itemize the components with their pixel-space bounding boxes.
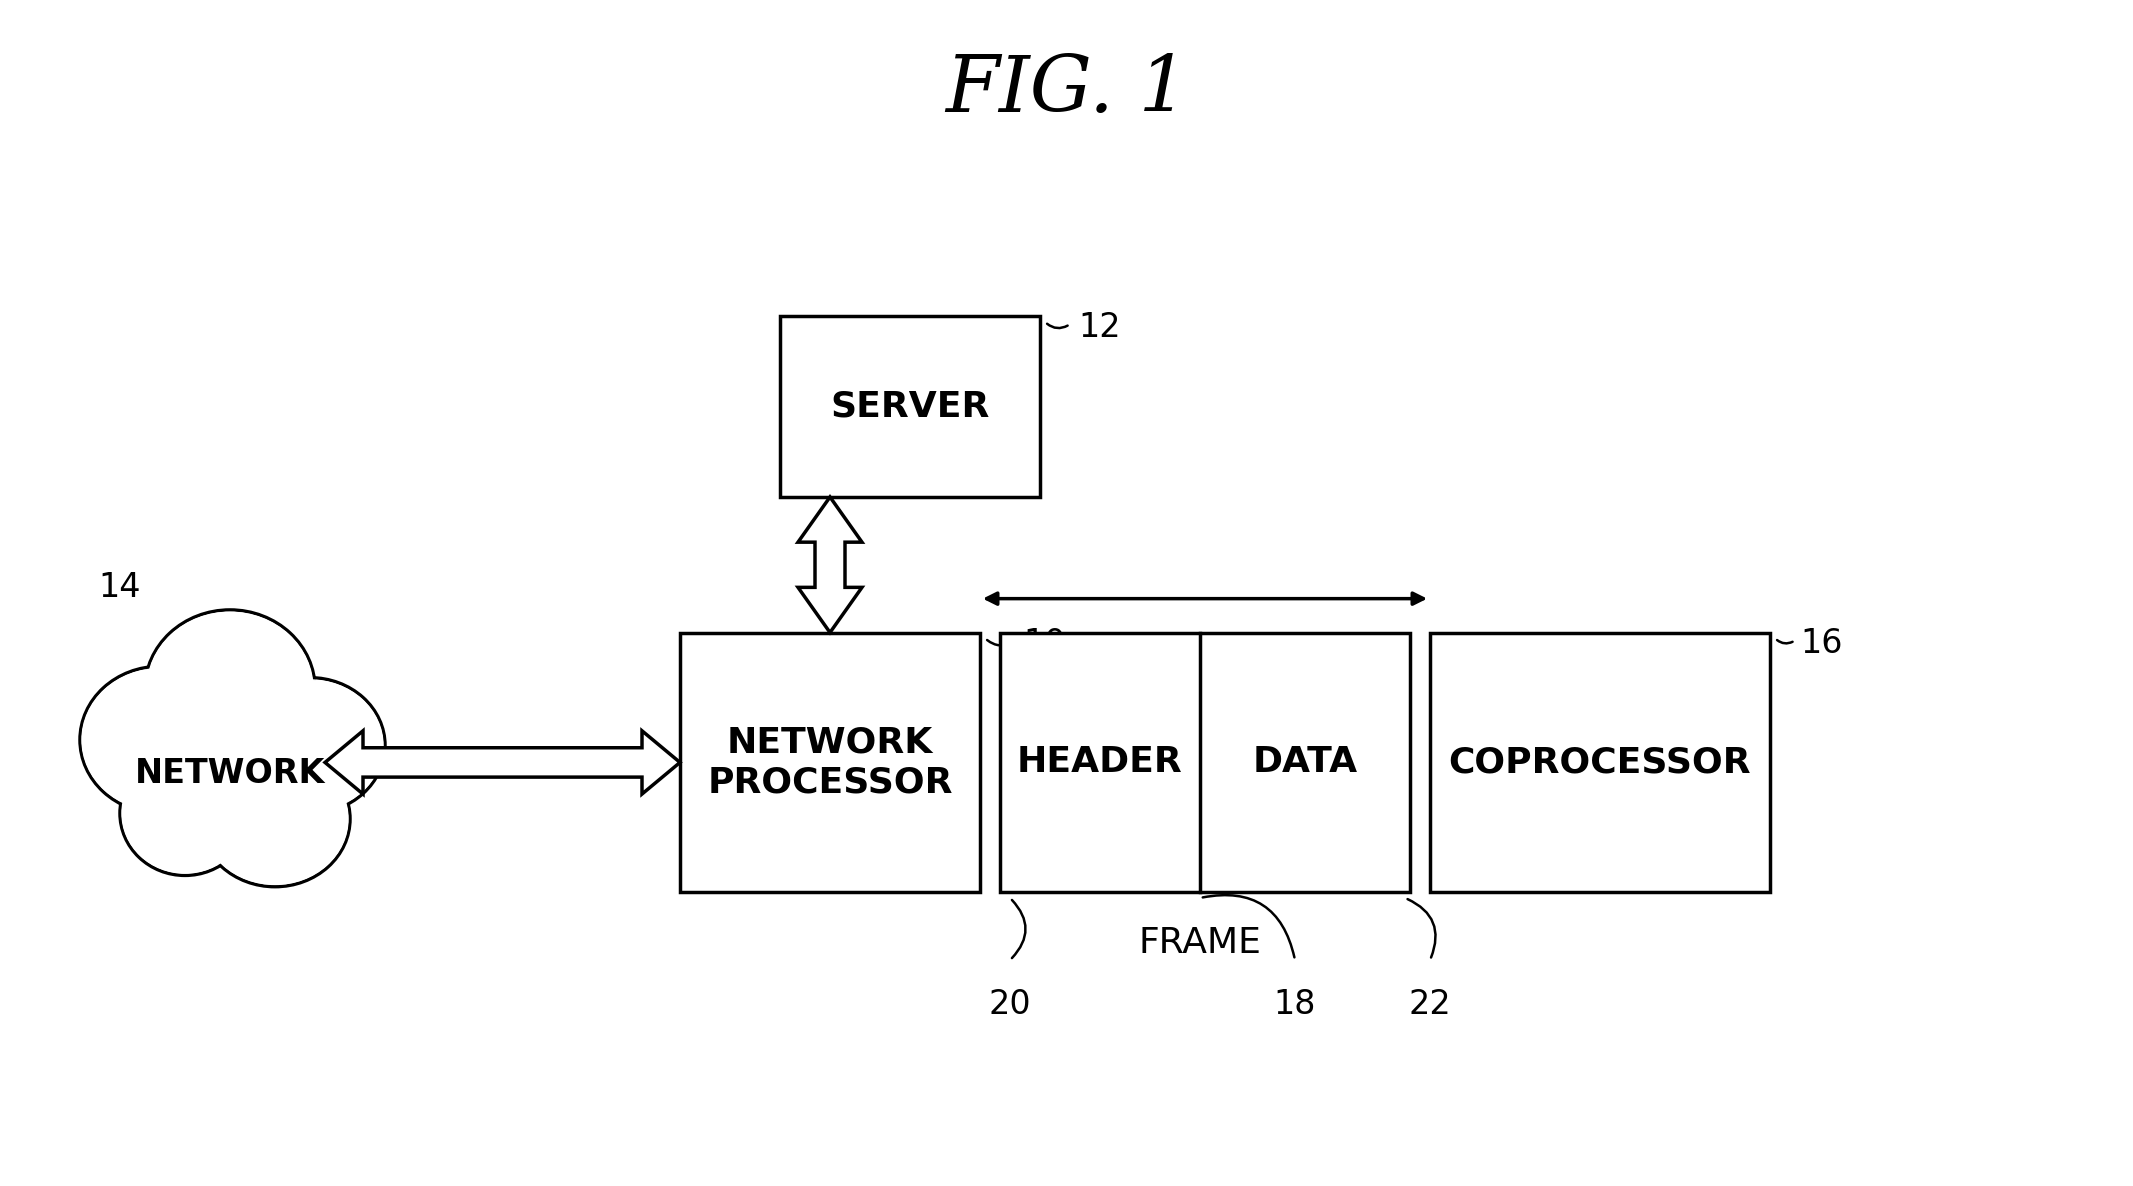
Text: DATA: DATA — [1252, 746, 1357, 779]
Ellipse shape — [119, 751, 250, 875]
Text: NETWORK
PROCESSOR: NETWORK PROCESSOR — [708, 726, 953, 799]
Text: HEADER: HEADER — [1017, 746, 1184, 779]
Text: NETWORK: NETWORK — [134, 757, 324, 790]
Text: 10: 10 — [1024, 627, 1066, 659]
Ellipse shape — [81, 667, 241, 814]
Polygon shape — [798, 497, 862, 632]
Text: 18: 18 — [1273, 988, 1316, 1021]
Ellipse shape — [201, 751, 350, 887]
Bar — [1429, 632, 1770, 892]
Bar — [1000, 632, 1410, 892]
Bar — [781, 317, 1041, 497]
Text: 22: 22 — [1408, 988, 1450, 1021]
Text: 12: 12 — [1077, 311, 1120, 344]
Text: 14: 14 — [98, 570, 141, 604]
Text: 16: 16 — [1800, 627, 1843, 659]
Polygon shape — [324, 731, 680, 795]
Bar — [680, 632, 979, 892]
Ellipse shape — [81, 669, 239, 811]
Ellipse shape — [203, 753, 348, 885]
Ellipse shape — [122, 753, 247, 873]
Ellipse shape — [145, 610, 316, 769]
Text: COPROCESSOR: COPROCESSOR — [1448, 746, 1751, 779]
Text: FIG. 1: FIG. 1 — [945, 52, 1188, 128]
Ellipse shape — [147, 612, 314, 766]
Ellipse shape — [237, 680, 384, 811]
Text: FRAME: FRAME — [1139, 926, 1261, 961]
Text: 20: 20 — [990, 988, 1032, 1021]
Ellipse shape — [235, 677, 384, 814]
Text: SERVER: SERVER — [830, 390, 990, 423]
